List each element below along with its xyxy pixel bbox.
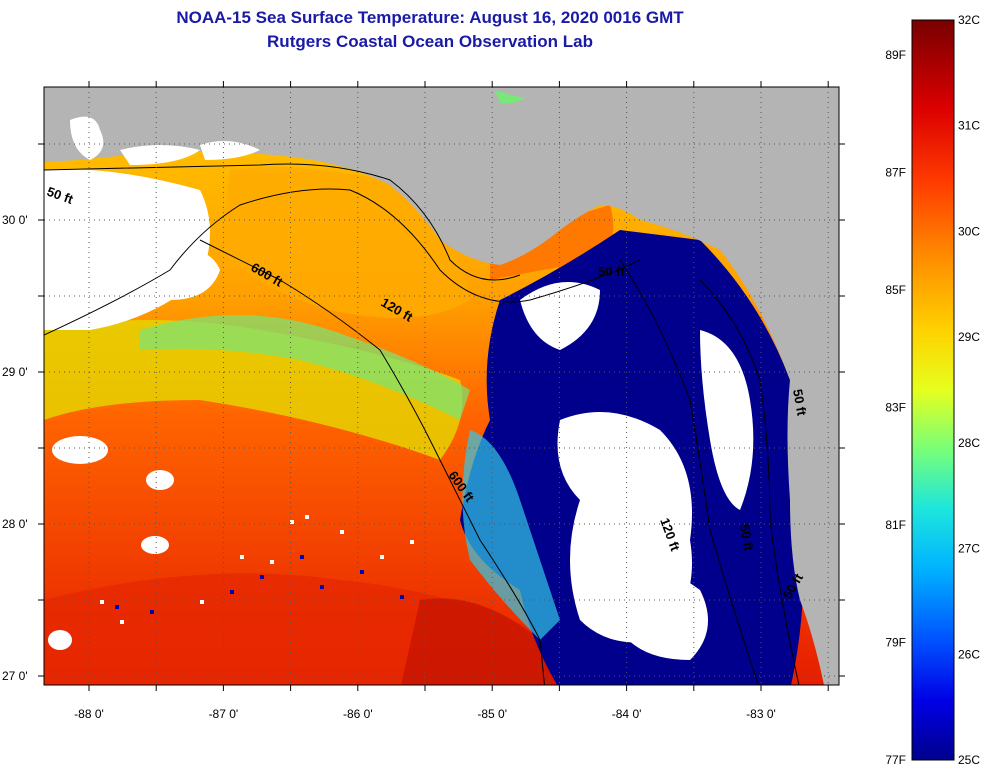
lon-label: -86 0' (343, 707, 373, 721)
inland-bay-1 (70, 116, 104, 160)
cloud-patch-1 (52, 436, 108, 464)
contour-label-50ft-coast: 50 ft (790, 388, 810, 418)
cloud-patch-2 (146, 470, 174, 490)
cloud-patch-3 (141, 536, 169, 554)
ocean-shelf-north (220, 167, 470, 318)
lat-label: 28 0' (2, 517, 28, 531)
axis-ticks (38, 81, 845, 691)
longitude-labels: -88 0' -87 0' -86 0' -85 0' -84 0' -83 0' (74, 707, 776, 721)
contour-label-50ft-bigbend: 50 ft (598, 264, 625, 279)
apalachicola-patch (495, 90, 525, 104)
scattered-specks (100, 515, 414, 624)
contour-label-50ft-east: 50 ft (737, 523, 757, 553)
lat-label: 30 0' (2, 213, 28, 227)
lon-label: -84 0' (612, 707, 642, 721)
scattered-cold-specks (115, 555, 404, 614)
contour-600ft (199, 239, 546, 685)
contour-50ft-north (44, 163, 521, 281)
cloud-coastal (700, 330, 754, 510)
ocean-hottest-patch (401, 598, 558, 685)
land-north-coast (44, 87, 839, 685)
contour-50ft-east (699, 279, 800, 685)
lat-label: 29 0' (2, 365, 28, 379)
lon-label: -85 0' (477, 707, 507, 721)
map-frame (43, 86, 840, 686)
lon-label: -88 0' (74, 707, 104, 721)
lat-label: 27 0' (2, 669, 28, 683)
latitude-labels: 30 0' 29 0' 28 0' 27 0' (2, 213, 28, 683)
cloud-southeast (610, 560, 708, 660)
lon-label: -83 0' (746, 707, 776, 721)
inland-bay-2 (120, 145, 200, 165)
contour-120ft-east (619, 259, 759, 685)
lon-label: -87 0' (209, 707, 239, 721)
cloud-east-large (520, 282, 600, 350)
ocean-cyan-front (462, 430, 560, 640)
cloud-shelf-west (170, 249, 220, 300)
chart-subtitle: Rutgers Coastal Ocean Observation Lab (267, 32, 593, 51)
chart-title: NOAA-15 Sea Surface Temperature: August … (176, 8, 684, 27)
ocean-green-band (140, 315, 470, 420)
inland-bay-3 (200, 141, 260, 160)
contour-120ft (44, 188, 641, 336)
cloud-northwest (44, 169, 210, 330)
cloud-patch-4 (48, 630, 72, 650)
